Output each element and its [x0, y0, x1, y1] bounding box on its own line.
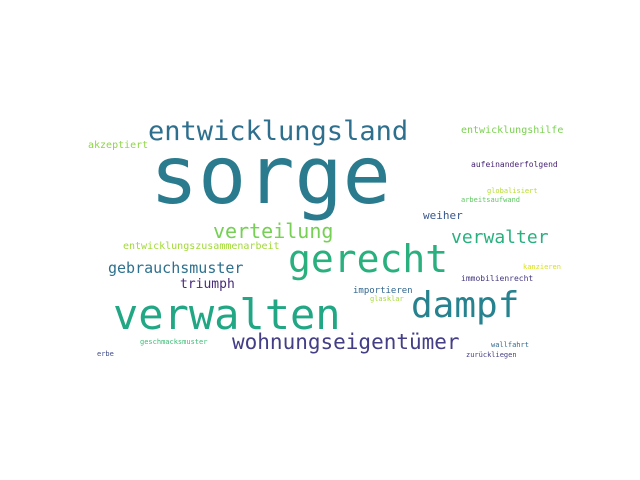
word-entwicklungsland: entwicklungsland: [148, 116, 409, 147]
word-erbe: erbe: [97, 350, 114, 358]
word-geschmacksmuster: geschmacksmuster: [140, 338, 208, 346]
word-globalisiert: globalisiert: [487, 187, 538, 195]
word-verwalter: verwalter: [451, 227, 549, 248]
word-zuruckliegen: zurückliegen: [466, 351, 517, 359]
word-aufeinanderfolgend: aufeinanderfolgend: [471, 160, 558, 169]
word-gebrauchsmuster: gebrauchsmuster: [108, 259, 244, 277]
word-wallfahrt: wallfahrt: [491, 341, 529, 349]
word-triumph: triumph: [180, 277, 235, 292]
word-entwicklungszusammenarbeit: entwicklungszusammenarbeit: [123, 241, 280, 252]
word-gerecht: gerecht: [288, 237, 449, 281]
word-arbeitsaufwand: arbeitsaufwand: [461, 196, 521, 204]
word-verwalten: verwalten: [113, 290, 341, 339]
word-verteilung: verteilung: [213, 219, 334, 243]
word-entwicklungshilfe: entwicklungshilfe: [461, 125, 564, 136]
word-weiher: weiher: [423, 209, 463, 222]
word-importieren: importieren: [353, 286, 413, 296]
word-dampf: dampf: [411, 285, 520, 326]
word-sorge: sorge: [150, 129, 391, 222]
word-kanzieren: kanzieren: [523, 263, 561, 271]
word-immobilienrecht: immobilienrecht: [461, 274, 534, 283]
word-akzeptiert: akzeptiert: [88, 140, 149, 151]
word-glasklar: glasklar: [370, 295, 404, 303]
word-wohnungseigentumer: wohnungseigentümer: [232, 330, 460, 354]
